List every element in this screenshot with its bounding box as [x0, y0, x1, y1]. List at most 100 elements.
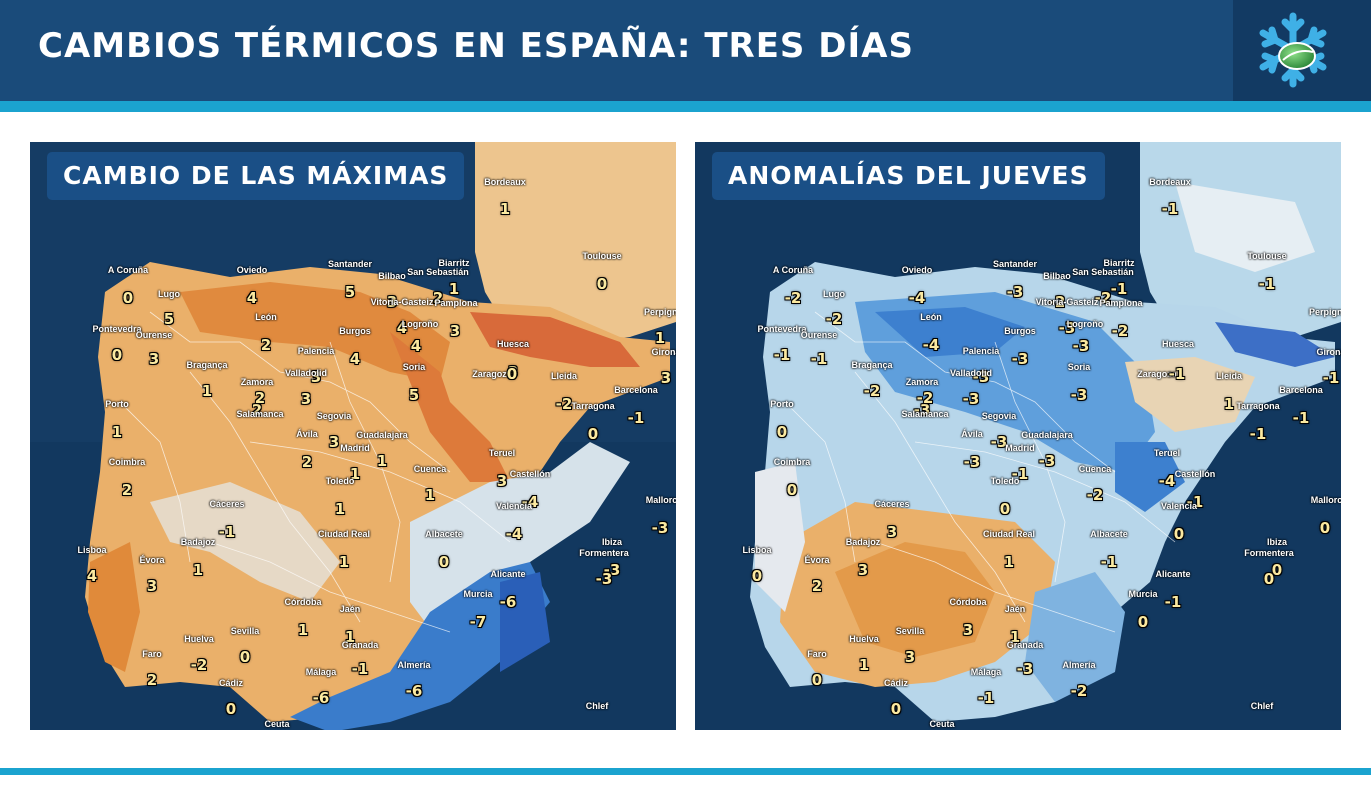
city-label-ibiza: Ibiza	[1266, 537, 1288, 547]
city-label-segovia: Segovia	[981, 411, 1017, 421]
city-label-burgos: Burgos	[339, 326, 371, 336]
city-label-zaragoza: Zaragoza	[1137, 369, 1177, 379]
temp-value-perpignan: 1	[654, 329, 666, 347]
temp-value-bilbao: -2	[1048, 293, 1066, 311]
temp-value-porto: 0	[776, 423, 788, 441]
temp-value-teruel: -4	[1158, 472, 1176, 490]
city-label-avila: Ávila	[961, 429, 983, 439]
city-label-ourense: Ourense	[135, 330, 173, 340]
city-label-tarragona: Tarragona	[1236, 401, 1280, 411]
city-label-biarritz: Biarritz	[1103, 258, 1135, 268]
city-label-ciudad-real: Ciudad Real	[317, 529, 371, 539]
temp-value-santander: -3	[1006, 283, 1024, 301]
city-label-jaen: Jaén	[1004, 604, 1026, 614]
temp-value-cuenca: 1	[424, 486, 436, 504]
header-banner: CAMBIOS TÉRMICOS EN ESPAÑA: TRES DÍAS	[0, 0, 1371, 101]
city-label-valencia: Valencia	[495, 501, 533, 511]
city-label-santander: Santander	[327, 259, 373, 269]
temp-value-cadiz: 0	[225, 700, 237, 718]
temp-value-valladolid: -3	[962, 390, 980, 408]
city-label-albacete: Albacete	[425, 529, 463, 539]
city-label-coimbra: Coimbra	[773, 457, 811, 467]
city-label-toledo: Toledo	[325, 476, 355, 486]
temp-value-a-coruna: 0	[122, 289, 134, 307]
city-label-mallorca: Mallorca	[645, 495, 676, 505]
temp-value-pontevedra: 0	[111, 346, 123, 364]
city-label-braganca: Bragança	[186, 360, 228, 370]
city-label-bordeaux: Bordeaux	[1149, 177, 1191, 187]
temp-value-avila: -3	[963, 453, 981, 471]
city-label-perpignan: Perpignan	[643, 307, 676, 317]
panel-title: CAMBIO DE LAS MÁXIMAS	[47, 152, 465, 200]
temp-value-albacete: 0	[438, 553, 450, 571]
temp-value-murcia: 0	[1137, 613, 1149, 631]
temp-value-ourense: 3	[148, 350, 160, 368]
city-label-murcia: Murcia	[1128, 589, 1158, 599]
temp-value-ibiza: -3	[603, 561, 621, 579]
temp-value-huesca: 3	[507, 363, 519, 381]
temp-value-palencia: 3	[310, 368, 322, 386]
city-label-zaragoza: Zaragoza	[472, 369, 512, 379]
city-label-cuenca: Cuenca	[413, 464, 447, 474]
city-label-coimbra: Coimbra	[108, 457, 146, 467]
temp-value-ibiza: 0	[1271, 561, 1283, 579]
city-label-biarritz: Biarritz	[438, 258, 470, 268]
temp-value-braganca: 1	[201, 382, 213, 400]
city-label-formentera: Formentera	[1244, 548, 1294, 558]
city-label-lisboa: Lisboa	[742, 545, 772, 555]
city-label-bilbao: Bilbao	[1043, 271, 1071, 281]
temp-value-biarritz: -1	[1110, 280, 1128, 298]
temp-value-valencia: -4	[505, 525, 523, 543]
temp-value-soria: 5	[408, 386, 420, 404]
temp-value-ciudad-real: 1	[1003, 553, 1015, 571]
city-label-granada: Granada	[1006, 640, 1044, 650]
city-label-huesca: Huesca	[1161, 339, 1195, 349]
temp-value-mallorca: -3	[651, 519, 669, 537]
temp-value-albacete: -1	[1100, 553, 1118, 571]
temp-value-faro: 0	[811, 671, 823, 689]
city-label-faro: Faro	[807, 649, 827, 659]
city-label-alicante: Alicante	[1155, 569, 1191, 579]
temp-value-barcelona: -1	[1292, 409, 1310, 427]
city-label-barcelona: Barcelona	[614, 385, 658, 395]
city-label-perpignan: Perpignan	[1308, 307, 1341, 317]
city-label-ceuta: Ceuta	[929, 719, 955, 729]
temp-value-formentera: 0	[1263, 570, 1275, 588]
temp-value-ciudad-real: 1	[338, 553, 350, 571]
temp-value-guadalajara: -3	[1038, 452, 1056, 470]
city-label-oviedo: Oviedo	[236, 265, 268, 275]
temp-value-oviedo: -4	[908, 289, 926, 307]
city-label-almeria: Almería	[397, 660, 431, 670]
city-label-murcia: Murcia	[463, 589, 493, 599]
temp-value-valencia: 0	[1173, 525, 1185, 543]
city-label-pontevedra: Pontevedra	[92, 324, 142, 334]
city-label-caceres: Cáceres	[874, 499, 910, 509]
city-label-guadalajara: Guadalajara	[356, 430, 408, 440]
temp-value-castellon: -1	[1186, 493, 1204, 511]
temp-value-almeria: -6	[405, 682, 423, 700]
map-max-change	[30, 142, 676, 730]
temp-value-toulouse: -1	[1258, 275, 1276, 293]
city-label-lugo: Lugo	[158, 289, 180, 299]
temp-value-cuenca: -2	[1086, 486, 1104, 504]
city-label-vitoria-gasteiz: Vitoria-Gasteiz	[1035, 297, 1099, 307]
temp-value-leon: 2	[260, 336, 272, 354]
temp-value-alicante: -6	[499, 593, 517, 611]
city-label-a-coruna: A Coruña	[107, 265, 149, 275]
city-label-avila: Ávila	[296, 429, 318, 439]
city-label-bilbao: Bilbao	[378, 271, 406, 281]
city-label-chlef: Chlef	[585, 701, 609, 711]
city-label-madrid: Madrid	[1005, 443, 1035, 453]
map-panel-thursday-anomalies: ANOMALÍAS DEL JUEVES Bordeaux -1 Toulouse -…	[695, 142, 1341, 730]
accent-stripe-top	[0, 101, 1371, 112]
city-label-vitoria-gasteiz: Vitoria-Gasteiz	[370, 297, 434, 307]
city-label-malaga: Málaga	[305, 667, 337, 677]
city-label-palencia: Palencia	[962, 346, 1000, 356]
temp-value-sevilla: 0	[239, 648, 251, 666]
temp-value-malaga: -1	[977, 689, 995, 707]
temp-value-formentera: -3	[595, 570, 613, 588]
city-label-cadiz: Cádiz	[883, 678, 909, 688]
city-label-cadiz: Cádiz	[218, 678, 244, 688]
temp-value-ourense: -1	[810, 350, 828, 368]
temp-value-bordeaux: 1	[499, 200, 511, 218]
